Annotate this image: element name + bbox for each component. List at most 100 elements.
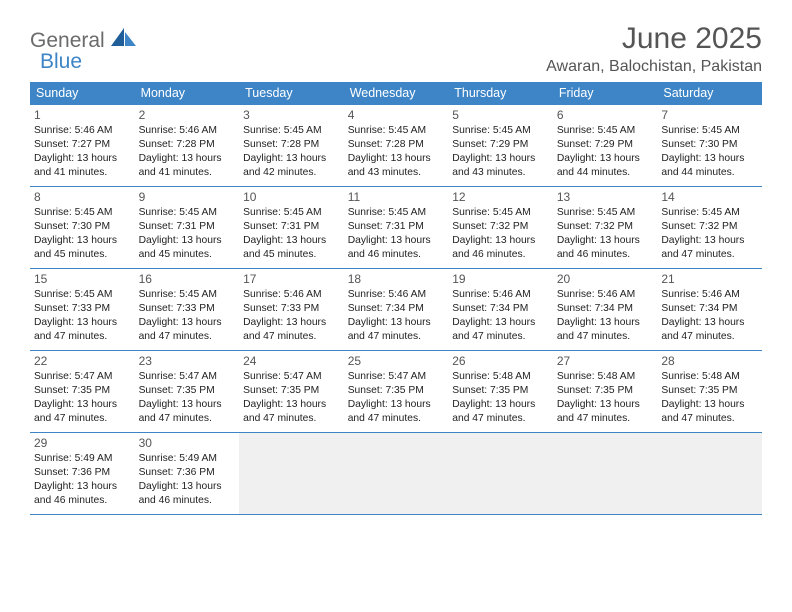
sunset-line: Sunset: 7:30 PM (661, 138, 758, 152)
sunset-line: Sunset: 7:34 PM (661, 302, 758, 316)
col-friday: Friday (553, 82, 658, 105)
daylight-line: Daylight: 13 hours and 42 minutes. (243, 152, 340, 180)
calendar-cell: 29Sunrise: 5:49 AMSunset: 7:36 PMDayligh… (30, 433, 135, 515)
daylight-line: Daylight: 13 hours and 46 minutes. (34, 480, 131, 508)
sunset-line: Sunset: 7:36 PM (139, 466, 236, 480)
calendar-cell: 25Sunrise: 5:47 AMSunset: 7:35 PMDayligh… (344, 351, 449, 433)
daylight-line: Daylight: 13 hours and 46 minutes. (557, 234, 654, 262)
sunrise-line: Sunrise: 5:46 AM (661, 288, 758, 302)
day-number: 2 (139, 107, 236, 123)
sunset-line: Sunset: 7:35 PM (557, 384, 654, 398)
calendar-cell: 17Sunrise: 5:46 AMSunset: 7:33 PMDayligh… (239, 269, 344, 351)
day-number: 22 (34, 353, 131, 369)
sunset-line: Sunset: 7:29 PM (557, 138, 654, 152)
sunrise-line: Sunrise: 5:45 AM (557, 206, 654, 220)
day-number: 25 (348, 353, 445, 369)
daylight-line: Daylight: 13 hours and 47 minutes. (34, 316, 131, 344)
daylight-line: Daylight: 13 hours and 47 minutes. (557, 398, 654, 426)
location-text: Awaran, Balochistan, Pakistan (546, 58, 762, 76)
calendar-row: 29Sunrise: 5:49 AMSunset: 7:36 PMDayligh… (30, 433, 762, 515)
sunset-line: Sunset: 7:35 PM (139, 384, 236, 398)
calendar-cell: 10Sunrise: 5:45 AMSunset: 7:31 PMDayligh… (239, 187, 344, 269)
sunset-line: Sunset: 7:28 PM (348, 138, 445, 152)
calendar-cell: 7Sunrise: 5:45 AMSunset: 7:30 PMDaylight… (657, 105, 762, 187)
sunrise-line: Sunrise: 5:47 AM (243, 370, 340, 384)
daylight-line: Daylight: 13 hours and 44 minutes. (661, 152, 758, 180)
calendar-cell: 14Sunrise: 5:45 AMSunset: 7:32 PMDayligh… (657, 187, 762, 269)
calendar-cell: 2Sunrise: 5:46 AMSunset: 7:28 PMDaylight… (135, 105, 240, 187)
calendar-table: Sunday Monday Tuesday Wednesday Thursday… (30, 82, 762, 515)
day-number: 9 (139, 189, 236, 205)
sunrise-line: Sunrise: 5:46 AM (557, 288, 654, 302)
sunset-line: Sunset: 7:33 PM (139, 302, 236, 316)
sunset-line: Sunset: 7:32 PM (557, 220, 654, 234)
day-number: 18 (348, 271, 445, 287)
daylight-line: Daylight: 13 hours and 45 minutes. (243, 234, 340, 262)
calendar-cell: 27Sunrise: 5:48 AMSunset: 7:35 PMDayligh… (553, 351, 658, 433)
col-thursday: Thursday (448, 82, 553, 105)
daylight-line: Daylight: 13 hours and 47 minutes. (452, 316, 549, 344)
daylight-line: Daylight: 13 hours and 44 minutes. (557, 152, 654, 180)
day-number: 30 (139, 435, 236, 451)
day-header-row: Sunday Monday Tuesday Wednesday Thursday… (30, 82, 762, 105)
sunset-line: Sunset: 7:30 PM (34, 220, 131, 234)
daylight-line: Daylight: 13 hours and 47 minutes. (661, 316, 758, 344)
calendar-cell: 12Sunrise: 5:45 AMSunset: 7:32 PMDayligh… (448, 187, 553, 269)
sunrise-line: Sunrise: 5:45 AM (139, 206, 236, 220)
calendar-cell (657, 433, 762, 515)
sunrise-line: Sunrise: 5:49 AM (139, 452, 236, 466)
sunset-line: Sunset: 7:33 PM (34, 302, 131, 316)
day-number: 8 (34, 189, 131, 205)
day-number: 6 (557, 107, 654, 123)
calendar-cell: 11Sunrise: 5:45 AMSunset: 7:31 PMDayligh… (344, 187, 449, 269)
sunset-line: Sunset: 7:36 PM (34, 466, 131, 480)
logo: General (30, 22, 141, 53)
day-number: 7 (661, 107, 758, 123)
daylight-line: Daylight: 13 hours and 46 minutes. (139, 480, 236, 508)
logo-text-general: General (30, 29, 105, 53)
daylight-line: Daylight: 13 hours and 41 minutes. (34, 152, 131, 180)
sunset-line: Sunset: 7:33 PM (243, 302, 340, 316)
sunset-line: Sunset: 7:32 PM (661, 220, 758, 234)
daylight-line: Daylight: 13 hours and 45 minutes. (34, 234, 131, 262)
daylight-line: Daylight: 13 hours and 45 minutes. (139, 234, 236, 262)
daylight-line: Daylight: 13 hours and 43 minutes. (452, 152, 549, 180)
col-sunday: Sunday (30, 82, 135, 105)
daylight-line: Daylight: 13 hours and 47 minutes. (139, 316, 236, 344)
sunrise-line: Sunrise: 5:45 AM (243, 124, 340, 138)
sunset-line: Sunset: 7:34 PM (348, 302, 445, 316)
calendar-cell: 19Sunrise: 5:46 AMSunset: 7:34 PMDayligh… (448, 269, 553, 351)
sunrise-line: Sunrise: 5:45 AM (348, 206, 445, 220)
sunset-line: Sunset: 7:28 PM (243, 138, 340, 152)
daylight-line: Daylight: 13 hours and 47 minutes. (243, 398, 340, 426)
daylight-line: Daylight: 13 hours and 47 minutes. (661, 398, 758, 426)
calendar-cell: 23Sunrise: 5:47 AMSunset: 7:35 PMDayligh… (135, 351, 240, 433)
calendar-cell: 8Sunrise: 5:45 AMSunset: 7:30 PMDaylight… (30, 187, 135, 269)
daylight-line: Daylight: 13 hours and 47 minutes. (243, 316, 340, 344)
daylight-line: Daylight: 13 hours and 47 minutes. (348, 398, 445, 426)
sunset-line: Sunset: 7:31 PM (139, 220, 236, 234)
sunset-line: Sunset: 7:35 PM (34, 384, 131, 398)
sunset-line: Sunset: 7:32 PM (452, 220, 549, 234)
logo-text-blue: Blue (40, 50, 82, 73)
calendar-row: 1Sunrise: 5:46 AMSunset: 7:27 PMDaylight… (30, 105, 762, 187)
calendar-cell (448, 433, 553, 515)
day-number: 27 (557, 353, 654, 369)
logo-sail-icon (111, 28, 137, 53)
day-number: 12 (452, 189, 549, 205)
calendar-cell (344, 433, 449, 515)
daylight-line: Daylight: 13 hours and 47 minutes. (661, 234, 758, 262)
sunrise-line: Sunrise: 5:45 AM (34, 288, 131, 302)
calendar-cell (553, 433, 658, 515)
calendar-cell: 18Sunrise: 5:46 AMSunset: 7:34 PMDayligh… (344, 269, 449, 351)
sunrise-line: Sunrise: 5:45 AM (348, 124, 445, 138)
page: General June 2025 Awaran, Balochistan, P… (0, 0, 792, 612)
sunset-line: Sunset: 7:35 PM (661, 384, 758, 398)
day-number: 13 (557, 189, 654, 205)
sunrise-line: Sunrise: 5:45 AM (661, 206, 758, 220)
daylight-line: Daylight: 13 hours and 47 minutes. (348, 316, 445, 344)
header: General June 2025 Awaran, Balochistan, P… (30, 22, 762, 76)
day-number: 21 (661, 271, 758, 287)
day-number: 16 (139, 271, 236, 287)
sunrise-line: Sunrise: 5:46 AM (452, 288, 549, 302)
